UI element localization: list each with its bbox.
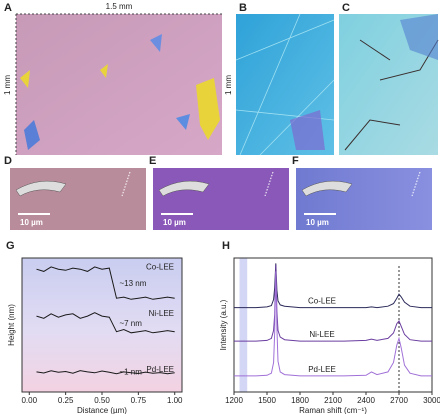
flake [400,14,438,60]
schematic [15,180,353,197]
x-axis-label: Distance (µm) [77,406,127,414]
flake [100,64,108,78]
panel-label: B [239,2,247,14]
x-tick-label: 1.00 [167,396,183,405]
flake [24,120,40,150]
x-tick-label: 3000 [423,396,440,405]
x-tick-label: 1800 [291,396,309,405]
step-label: ~1 nm [119,367,142,376]
x-tick-label: 0.25 [58,396,74,405]
series-label: Ni-LEE [149,309,174,318]
image-f [296,168,432,230]
image-a [16,14,222,155]
panel-label: F [292,155,299,167]
series-line [234,271,432,377]
series-label: Ni-LEE [309,330,334,339]
plot-background [22,258,182,392]
series-label: Pd-LEE [146,365,174,374]
flake [20,70,30,88]
x-axis-label: Raman shift (cm⁻¹) [299,406,367,414]
dimension-label: 1.5 mm [106,2,133,11]
panel-label: A [4,2,12,14]
scale-label: 10 µm [163,218,186,227]
x-tick-label: 0.75 [131,396,147,405]
series-label: Co-LEE [146,262,174,271]
highlight-band [239,258,248,392]
scale-label: 10 µm [306,218,329,227]
flake [176,114,190,130]
profile-line [411,171,421,197]
x-tick-label: 2100 [324,396,342,405]
profile-line [264,171,274,197]
flake [196,78,220,140]
x-tick-label: 1200 [225,396,243,405]
series-line [234,264,432,342]
x-tick-label: 0.50 [94,396,110,405]
dimension-label: 1 mm [224,75,233,95]
panel-label: H [222,240,230,252]
series-label: Pd-LEE [308,365,336,374]
x-tick-label: 0.00 [21,396,37,405]
y-axis-label: Height (nm) [7,304,16,346]
profile-line [121,171,131,197]
image-e [153,168,289,230]
scale-label: 10 µm [20,218,43,227]
flake [290,110,325,150]
panel-label: E [149,155,156,167]
series-line [36,266,175,300]
x-tick-label: 1500 [258,396,276,405]
series-line [36,370,175,375]
image-d [10,168,146,230]
panel-label: D [4,155,12,167]
panel-label: C [342,2,350,14]
series-label: Co-LEE [308,297,336,306]
texture [235,13,335,156]
x-tick-label: 2700 [390,396,408,405]
step-label: ~7 nm [119,319,142,328]
y-axis-label: Intensity (a.u.) [219,299,228,350]
x-tick-label: 2400 [357,396,375,405]
series-line [234,263,432,309]
series-line [36,312,175,334]
dimension-label: 1 mm [3,75,12,95]
step-label: ~13 nm [119,279,146,288]
flake [150,34,162,52]
panel-label: G [6,240,15,252]
